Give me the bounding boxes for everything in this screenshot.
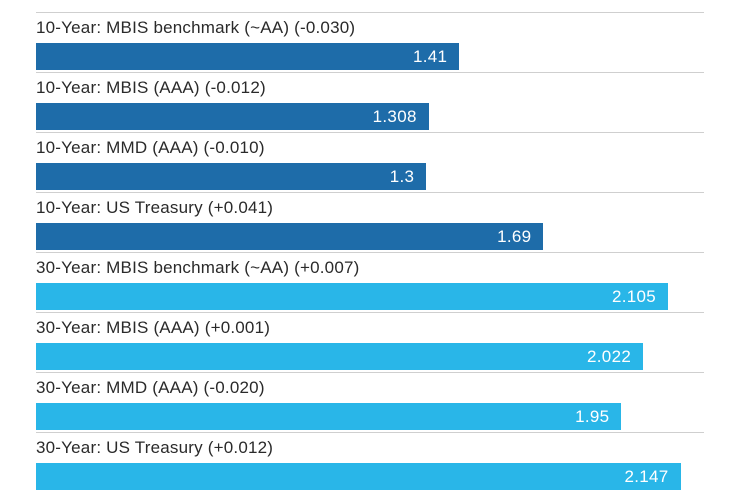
bar: 1.95 [36,403,622,430]
row-separator-line [36,432,704,433]
chart-row: 30-Year: MMD (AAA) (-0.020) 1.95 [36,372,704,430]
bar-value: 1.69 [497,226,532,246]
row-separator-line [36,192,704,193]
bar: 1.308 [36,103,429,130]
bar-label: 30-Year: MBIS benchmark (~AA) (+0.007) [36,258,360,277]
chart-row: 30-Year: MBIS (AAA) (+0.001) 2.022 [36,312,704,370]
bar: 2.022 [36,343,644,370]
bar: 1.41 [36,43,460,70]
bar-value: 1.308 [372,106,417,126]
chart-row: 10-Year: US Treasury (+0.041) 1.69 [36,192,704,250]
bar: 2.105 [36,283,668,310]
row-separator-line [36,252,704,253]
chart-rows: 10-Year: MBIS benchmark (~AA) (-0.030) 1… [36,12,704,490]
bar-label: 10-Year: US Treasury (+0.041) [36,198,274,217]
chart-row: 10-Year: MBIS benchmark (~AA) (-0.030) 1… [36,12,704,70]
chart-row: 30-Year: MBIS benchmark (~AA) (+0.007) 2… [36,252,704,310]
row-separator-line [36,72,704,73]
bar: 2.147 [36,463,681,490]
bar-value: 1.41 [413,46,448,66]
bar-value: 1.3 [389,166,415,186]
row-separator-line [36,372,704,373]
bar-label: 30-Year: MBIS (AAA) (+0.001) [36,318,271,337]
bar-value: 2.105 [611,286,656,306]
bar-value: 1.95 [575,406,610,426]
bar: 1.69 [36,223,544,250]
chart-row: 10-Year: MMD (AAA) (-0.010) 1.3 [36,132,704,190]
row-separator-line [36,12,704,13]
bar-label: 30-Year: MMD (AAA) (-0.020) [36,378,265,397]
bar-label: 10-Year: MMD (AAA) (-0.010) [36,138,265,157]
bar-label: 30-Year: US Treasury (+0.012) [36,438,274,457]
bar-label: 10-Year: MBIS (AAA) (-0.012) [36,78,266,97]
chart-row: 10-Year: MBIS (AAA) (-0.012) 1.308 [36,72,704,130]
bar-label: 10-Year: MBIS benchmark (~AA) (-0.030) [36,18,356,37]
row-separator-line [36,312,704,313]
bar-value: 2.147 [624,466,669,486]
chart-row: 30-Year: US Treasury (+0.012) 2.147 [36,432,704,490]
bar: 1.3 [36,163,427,190]
bar-value: 2.022 [587,346,632,366]
row-separator-line [36,132,704,133]
